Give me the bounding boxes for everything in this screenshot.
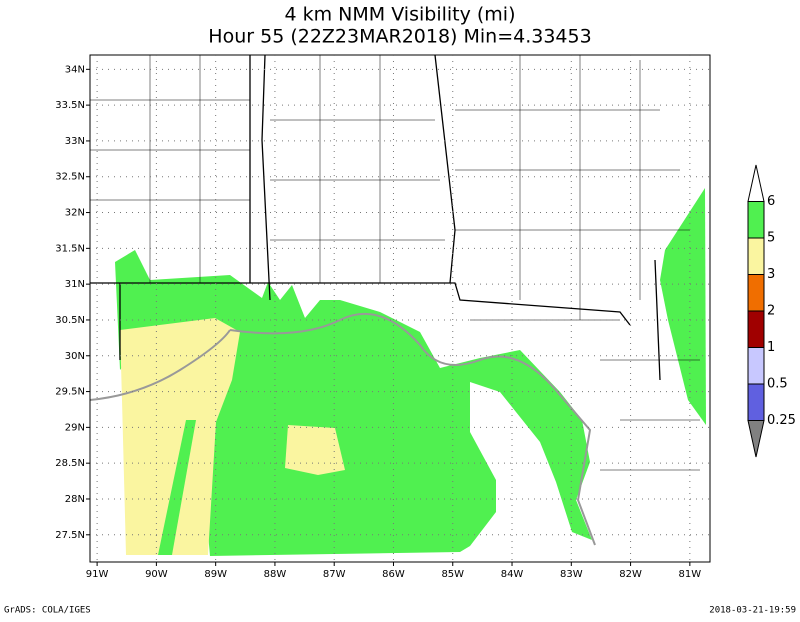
y-tick-label: 30N — [65, 351, 85, 362]
colorbar-label: 3 — [767, 267, 775, 282]
footer-right: 2018-03-21-19:59 — [709, 606, 796, 616]
y-tick-label: 29N — [65, 422, 85, 433]
county-boundaries — [90, 55, 700, 471]
visibility-3-5 — [285, 425, 345, 475]
colorbar: 6 5 3 2 1 0.5 0.25 — [747, 164, 796, 458]
map-title: 4 km NMM Visibility (mi) — [285, 4, 516, 26]
colorbar-box — [747, 347, 765, 385]
visibility-5-6 — [115, 250, 592, 556]
visibility-5-6 — [660, 188, 706, 425]
colorbar-label: 5 — [767, 231, 775, 246]
y-tick-label: 31N — [65, 279, 85, 290]
colorbar-box — [747, 310, 765, 348]
map-frame — [89, 54, 711, 563]
footer-left: GrADS: COLA/IGES — [4, 606, 91, 616]
x-tick-label: 82W — [619, 569, 642, 580]
y-tick-label: 32N — [65, 208, 85, 219]
y-tick-label: 28.5N — [55, 458, 85, 469]
colorbar-label: 6 — [767, 194, 775, 209]
y-tick-label: 30.5N — [55, 315, 85, 326]
y-tick-label: 29.5N — [55, 387, 85, 398]
colorbar-box — [747, 201, 765, 239]
x-tick-label: 86W — [382, 569, 405, 580]
x-tick-label: 87W — [323, 569, 346, 580]
y-tick-label: 27.5N — [55, 530, 85, 541]
coastline — [89, 312, 596, 546]
colorbar-label: 2 — [767, 304, 775, 319]
colorbar-box — [747, 274, 765, 312]
y-tick-label: 33.5N — [55, 100, 85, 111]
ticks: 91W 90W 89W 88W 87W 86W 85W 84W 83W 82W 81W 27.5N 28… — [55, 55, 710, 580]
y-tick-label: 28N — [65, 494, 85, 505]
y-tick-label: 31.5N — [55, 243, 85, 254]
y-tick-label: 34N — [65, 64, 85, 75]
x-tick-label: 83W — [560, 569, 583, 580]
map-subtitle: Hour 55 (22Z23MAR2018) Min=4.33453 — [208, 26, 591, 48]
x-tick-label: 85W — [441, 569, 464, 580]
colorbar-box — [747, 237, 765, 275]
x-tick-label: 90W — [145, 569, 168, 580]
x-tick-label: 84W — [501, 569, 524, 580]
colorbar-cap — [747, 164, 765, 202]
visibility-3-5 — [120, 318, 240, 555]
visibility-5-6 — [158, 420, 196, 555]
x-tick-label: 91W — [86, 569, 109, 580]
y-tick-label: 32.5N — [55, 172, 85, 183]
x-tick-label: 89W — [204, 569, 227, 580]
map-layer — [89, 54, 711, 563]
colorbar-label: 1 — [767, 340, 775, 355]
x-tick-label: 88W — [264, 569, 287, 580]
colorbar-label: 0.25 — [767, 413, 796, 428]
y-tick-label: 33N — [65, 136, 85, 147]
colorbar-cap — [747, 420, 765, 458]
x-tick-label: 81W — [679, 569, 702, 580]
colorbar-box — [747, 383, 765, 421]
colorbar-label: 0.5 — [767, 377, 788, 392]
